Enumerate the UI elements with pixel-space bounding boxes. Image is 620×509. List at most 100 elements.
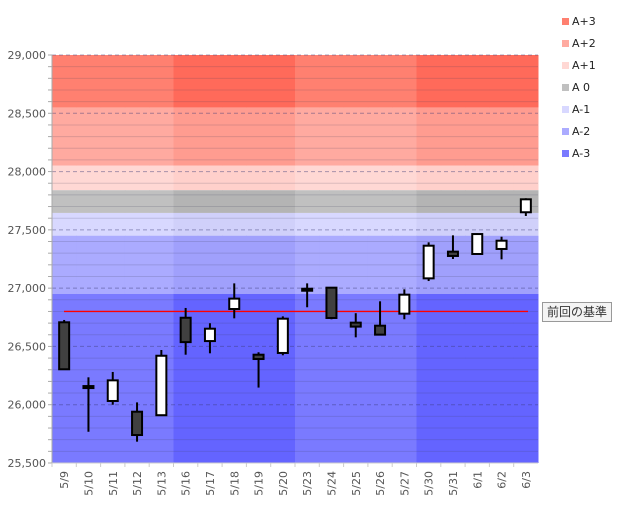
band-A2	[343, 235, 369, 294]
y-tick-label: 28,500	[8, 107, 47, 120]
band-A1	[222, 165, 247, 191]
y-tick-label: 28,000	[8, 166, 47, 179]
band-A2	[52, 107, 77, 166]
legend-label: A-2	[572, 125, 590, 138]
band-A3	[52, 293, 77, 463]
band-A2	[76, 235, 102, 294]
candle-body-bearish	[301, 287, 314, 292]
band-A2	[124, 107, 150, 166]
band-A3	[246, 55, 272, 108]
band-A3	[392, 293, 417, 463]
band-A0	[124, 190, 150, 213]
band-A3	[319, 293, 345, 463]
band-A2	[465, 107, 490, 166]
band-A2	[295, 107, 320, 166]
band-A2	[124, 235, 150, 294]
band-A3	[513, 55, 539, 108]
band-A1	[343, 165, 369, 191]
x-tick-label: 6/2	[496, 471, 509, 489]
band-A2	[489, 107, 515, 166]
band-A2	[319, 107, 345, 166]
band-A2	[513, 107, 539, 166]
band-A2	[416, 107, 442, 166]
band-A1	[173, 212, 199, 236]
band-A1	[367, 165, 393, 191]
band-A2	[197, 107, 223, 166]
band-A2	[270, 235, 296, 294]
band-A0	[100, 190, 126, 213]
band-A2	[367, 107, 393, 166]
band-A1	[100, 165, 126, 191]
band-A1	[440, 212, 466, 236]
band-A2	[319, 235, 345, 294]
x-tick-label: 5/10	[82, 471, 95, 496]
candle-body-bearish	[446, 250, 459, 257]
band-A1	[124, 165, 150, 191]
y-tick-label: 29,000	[8, 49, 47, 62]
band-A3	[440, 55, 466, 108]
band-A3	[197, 293, 223, 463]
band-A2	[513, 235, 539, 294]
band-A2	[149, 235, 174, 294]
band-A1	[100, 212, 126, 236]
band-A1	[489, 165, 515, 191]
candle-body-bullish	[471, 233, 484, 255]
legend-label: A+3	[572, 15, 596, 28]
candle-body-bearish	[349, 321, 362, 328]
x-tick-label: 5/27	[398, 471, 411, 496]
band-A2	[173, 235, 199, 294]
band-A1	[367, 212, 393, 236]
band-A2	[197, 235, 223, 294]
band-A3	[100, 55, 126, 108]
band-A3	[465, 293, 490, 463]
band-A1	[416, 212, 442, 236]
band-A1	[52, 212, 77, 236]
y-tick-label: 27,000	[8, 282, 47, 295]
candle-body-bullish	[203, 327, 216, 343]
band-A0	[416, 190, 442, 213]
band-A1	[246, 165, 272, 191]
band-A3	[319, 55, 345, 108]
band-A2	[149, 107, 174, 166]
x-tick-label: 5/9	[58, 471, 71, 489]
candle-body-bearish	[252, 353, 265, 361]
band-A1	[76, 165, 102, 191]
band-A3	[197, 55, 223, 108]
band-A3	[392, 55, 417, 108]
band-A1	[173, 165, 199, 191]
band-A1	[489, 212, 515, 236]
candle-body-bearish	[131, 410, 144, 437]
candle-body-bearish	[325, 286, 338, 319]
band-A1	[197, 212, 223, 236]
legend-swatch	[562, 150, 569, 157]
band-A1	[222, 212, 247, 236]
band-A2	[367, 235, 393, 294]
band-A2	[246, 107, 272, 166]
band-A2	[270, 107, 296, 166]
x-tick-label: 5/11	[107, 471, 120, 496]
band-A0	[222, 190, 247, 213]
x-tick-label: 5/25	[350, 471, 363, 496]
x-tick-label: 5/12	[131, 471, 144, 496]
band-A1	[246, 212, 272, 236]
reference-line-label: 前回の基準	[542, 302, 613, 322]
band-A3	[295, 293, 320, 463]
y-tick-label: 26,000	[8, 399, 47, 412]
band-A0	[295, 190, 320, 213]
band-A1	[465, 165, 490, 191]
band-A0	[173, 190, 199, 213]
legend-label: A-1	[572, 103, 590, 116]
candle-body-bullish	[276, 317, 289, 354]
candle-body-bullish	[495, 239, 508, 250]
candle-body-bearish	[58, 321, 71, 371]
x-tick-label: 5/20	[277, 471, 290, 496]
band-A1	[416, 165, 442, 191]
band-A3	[173, 55, 199, 108]
band-A1	[440, 165, 466, 191]
band-A3	[149, 55, 174, 108]
band-A0	[465, 190, 490, 213]
band-A2	[392, 235, 417, 294]
band-A1	[319, 165, 345, 191]
legend-swatch	[562, 18, 569, 25]
